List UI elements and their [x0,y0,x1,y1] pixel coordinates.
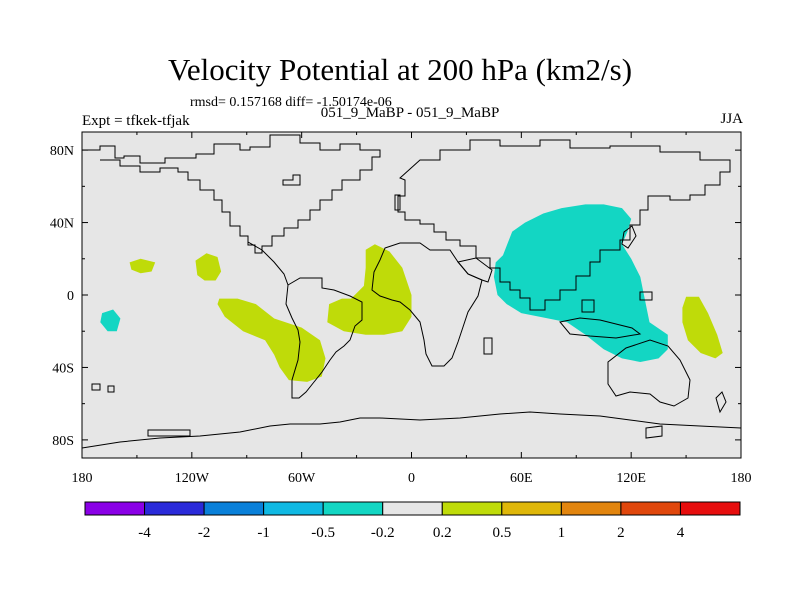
colorbar-swatch [382,501,443,516]
shaded-region-5 [129,258,156,274]
colorbar-swatch [620,501,681,516]
experiment-label: Expt = tfkek-tfjak [82,113,190,129]
colorbar-label: -0.2 [371,525,395,541]
lat-tick-label: 40S [52,361,74,376]
colorbar-label: -4 [138,525,151,541]
lon-tick-label: 180 [72,471,93,486]
colorbar-label: -2 [198,525,211,541]
colorbar-swatch [203,501,265,516]
plot-title: Velocity Potential at 200 hPa (km2/s) [167,52,633,87]
colorbar-label: -1 [257,525,270,541]
colorbar-label: 0.2 [433,525,452,541]
colorbar: -4 -2 -1 -0.5 -0.2 0.2 0.5 1 2 4 [84,501,741,541]
shaded-regions [100,204,723,382]
colorbar-swatch [441,501,503,516]
colorbar-swatch [144,501,205,516]
shaded-region-0 [493,204,668,362]
lon-tick-label: 180 [731,471,752,486]
season-label: JJA [720,111,743,127]
colorbar-label: 2 [617,525,625,541]
axis-tick-labels: 180 120W 60W 0 60E 120E 180 80N 40N 0 40S 80S [50,144,752,486]
stats-label: rmsd= 0.157168 diff= -1.50174e-06 [190,95,392,110]
shaded-region-2 [327,244,412,335]
lon-tick-label: 60E [510,471,533,486]
colorbar-swatch [322,501,384,516]
lat-tick-label: 40N [50,217,74,232]
colorbar-swatch [501,501,562,516]
lat-tick-label: 80N [50,144,74,159]
lat-tick-label: 0 [67,289,74,304]
lon-tick-label: 0 [408,471,415,486]
lat-tick-label: 80S [52,434,74,449]
colorbar-swatch [84,501,146,516]
colorbar-swatch [263,501,324,516]
coastline [82,134,741,449]
shaded-region-3 [217,298,326,382]
axis-ticks [81,132,742,458]
shaded-region-6 [682,296,723,359]
lon-tick-label: 120E [616,471,646,486]
colorbar-label: -0.5 [311,525,335,541]
cases-label: 051_9_MaBP - 051_9_MaBP [320,105,500,121]
colorbar-label: 4 [677,525,685,541]
shaded-region-1 [100,309,121,332]
colorbar-label: 1 [558,525,566,541]
colorbar-swatch [560,501,622,516]
lon-tick-label: 60W [288,471,316,486]
colorbar-label: 0.5 [492,525,511,541]
colorbar-swatch [679,501,741,516]
shaded-region-4 [195,253,222,281]
lon-tick-label: 120W [175,471,210,486]
